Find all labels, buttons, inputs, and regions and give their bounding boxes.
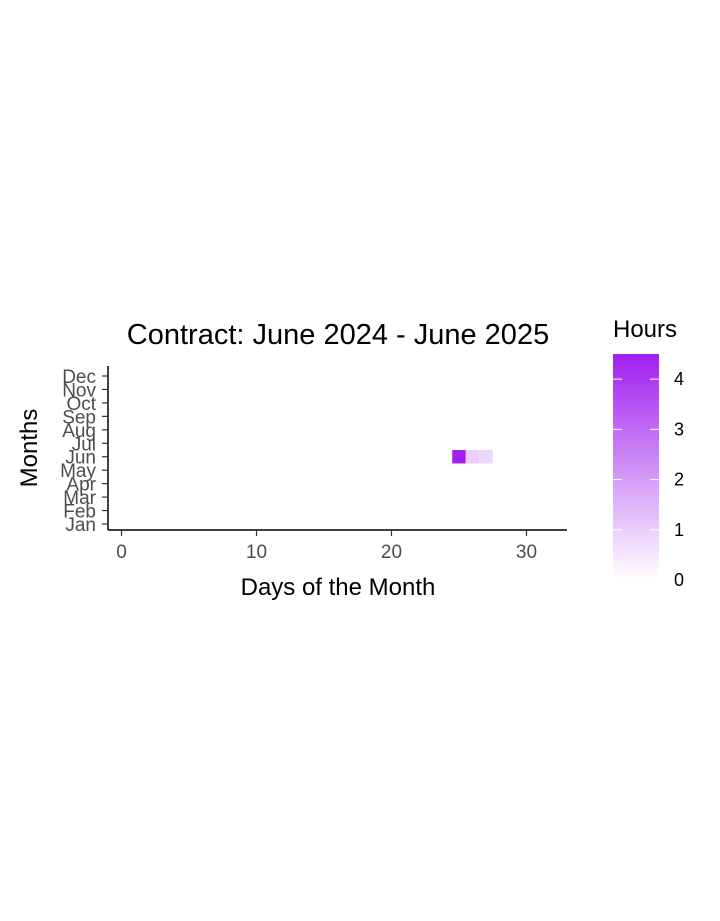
y-tick-label: Oct [66, 394, 96, 415]
color-legend: Hours 0 1 2 3 4 [613, 316, 684, 590]
x-axis-ticks: 0 10 20 30 [116, 530, 537, 563]
x-tick-label: 0 [116, 542, 127, 563]
legend-tick-label: 1 [674, 520, 684, 540]
y-tick-label: Aug [62, 421, 96, 442]
heatmap-cell [465, 450, 480, 464]
y-tick-label: Sep [62, 407, 96, 428]
heatmap-cell [479, 450, 493, 464]
x-tick-label: 30 [516, 542, 537, 563]
chart-title: Contract: June 2024 - June 2025 [127, 319, 549, 351]
heatmap-cells [452, 450, 493, 464]
y-tick-label: May [60, 461, 96, 482]
y-tick-label: Dec [62, 367, 96, 388]
legend-tick-label: 2 [674, 470, 684, 490]
y-tick-label: Feb [63, 502, 96, 523]
y-tick-label: Nov [62, 380, 96, 401]
y-tick-label: Jan [65, 515, 96, 536]
y-axis-title: Months [16, 409, 43, 488]
x-tick-label: 10 [246, 542, 267, 563]
legend-title: Hours [613, 316, 677, 343]
x-tick-label: 20 [381, 542, 402, 563]
x-axis-title: Days of the Month [241, 574, 436, 601]
legend-ticks: 0 1 2 3 4 [613, 369, 684, 590]
y-tick-label: Apr [66, 475, 96, 496]
y-tick-label: Mar [63, 488, 96, 509]
y-tick-label: Jul [72, 434, 96, 455]
legend-tick-label: 4 [674, 369, 684, 389]
legend-tick-label: 0 [674, 570, 684, 590]
heatmap-cell [452, 450, 466, 464]
legend-color-bar [613, 354, 659, 580]
legend-tick-label: 3 [674, 419, 684, 439]
y-tick-label: Jun [65, 448, 96, 469]
